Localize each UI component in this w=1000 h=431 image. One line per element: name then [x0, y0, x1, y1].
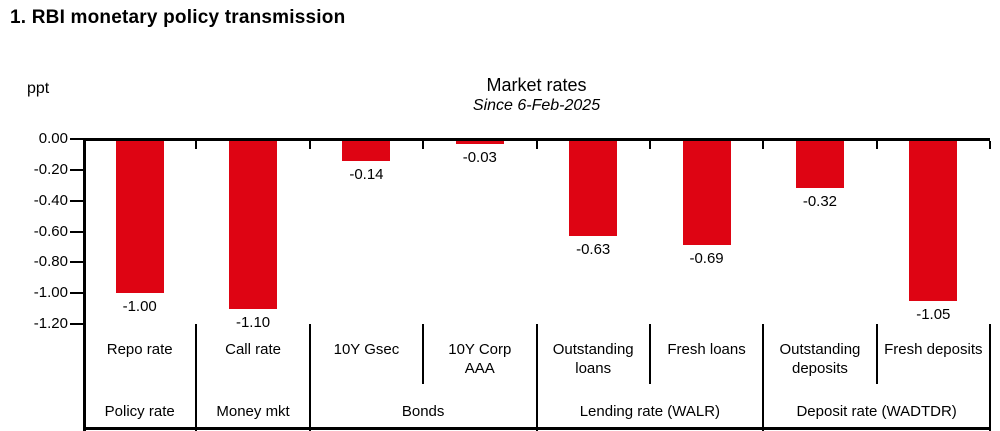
bar-value-label: -1.05: [916, 305, 951, 323]
y-axis-line: [83, 139, 86, 431]
bar: [455, 139, 504, 144]
y-axis-tick: [70, 230, 83, 233]
bar: [342, 139, 391, 161]
y-axis-unit-label: ppt: [27, 80, 50, 97]
y-axis-tick: [70, 323, 83, 325]
bar-value-label: -0.32: [802, 193, 838, 211]
y-axis-tick: [70, 168, 83, 171]
y-axis-tick-label: -0.80: [33, 253, 68, 271]
bar: [569, 139, 618, 237]
y-axis-tick-label: -1.00: [33, 284, 68, 302]
bar-value-label: -0.03: [462, 148, 497, 166]
bar-value-label: -0.63: [576, 241, 611, 259]
y-axis-tick-label: -0.60: [33, 222, 68, 240]
bar: [229, 139, 278, 309]
bar-value-label: -1.00: [122, 298, 157, 316]
bar-value-label: -1.10: [235, 313, 271, 331]
x-axis-tick: [535, 141, 538, 149]
bar-value-label: -0.14: [349, 165, 384, 183]
x-axis-tick: [195, 141, 198, 149]
category-separator: [648, 324, 651, 384]
group-label: Policy rate: [104, 402, 175, 420]
x-axis-bottom-line: [83, 427, 990, 430]
category-label: Fresh loans: [667, 341, 746, 358]
category-label: Outstanding deposits: [779, 341, 861, 377]
category-label: 10Y Corp AAA: [448, 341, 512, 377]
bar: [795, 139, 844, 189]
group-label: Bonds: [401, 402, 445, 420]
figure-heading: 1. RBI monetary policy transmission: [10, 7, 346, 28]
bar: [115, 139, 164, 294]
group-label: Money mkt: [216, 402, 290, 420]
category-label: 10Y Gsec: [333, 341, 400, 358]
category-separator: [875, 324, 878, 384]
group-separator: [195, 324, 198, 431]
chart-subtitle: Since 6-Feb-2025: [472, 97, 601, 114]
y-axis-tick-label: -1.20: [33, 315, 68, 332]
category-label: Fresh deposits: [884, 341, 983, 358]
category-label: Repo rate: [106, 341, 173, 358]
group-label: Lending rate (WALR): [579, 402, 721, 420]
x-axis-tick: [648, 141, 651, 149]
bar: [682, 139, 731, 246]
x-axis-tick: [989, 141, 991, 149]
y-axis-tick-label: -0.40: [33, 191, 68, 209]
bar-value-label: -0.69: [689, 250, 724, 268]
group-separator: [535, 324, 538, 431]
x-axis-tick: [308, 141, 311, 149]
category-label: Outstanding loans: [552, 341, 634, 377]
x-axis-tick: [422, 141, 425, 149]
bar: [909, 139, 958, 301]
chart-title: Market rates: [486, 75, 587, 95]
y-axis-tick-label: -0.20: [33, 160, 68, 178]
group-separator: [308, 324, 311, 431]
category-separator: [422, 324, 425, 384]
zero-axis-line: [83, 138, 990, 141]
category-label: Call rate: [225, 341, 281, 358]
y-axis-tick: [70, 199, 83, 202]
right-edge-line: [989, 324, 991, 431]
y-axis-tick-label: 0.00: [38, 130, 68, 147]
y-axis-tick: [70, 292, 83, 295]
y-axis-tick: [70, 261, 83, 264]
x-axis-tick: [875, 141, 878, 149]
group-separator: [762, 324, 765, 431]
x-axis-tick: [762, 141, 765, 149]
group-label: Deposit rate (WADTDR): [796, 402, 957, 420]
y-axis-tick: [70, 138, 83, 140]
